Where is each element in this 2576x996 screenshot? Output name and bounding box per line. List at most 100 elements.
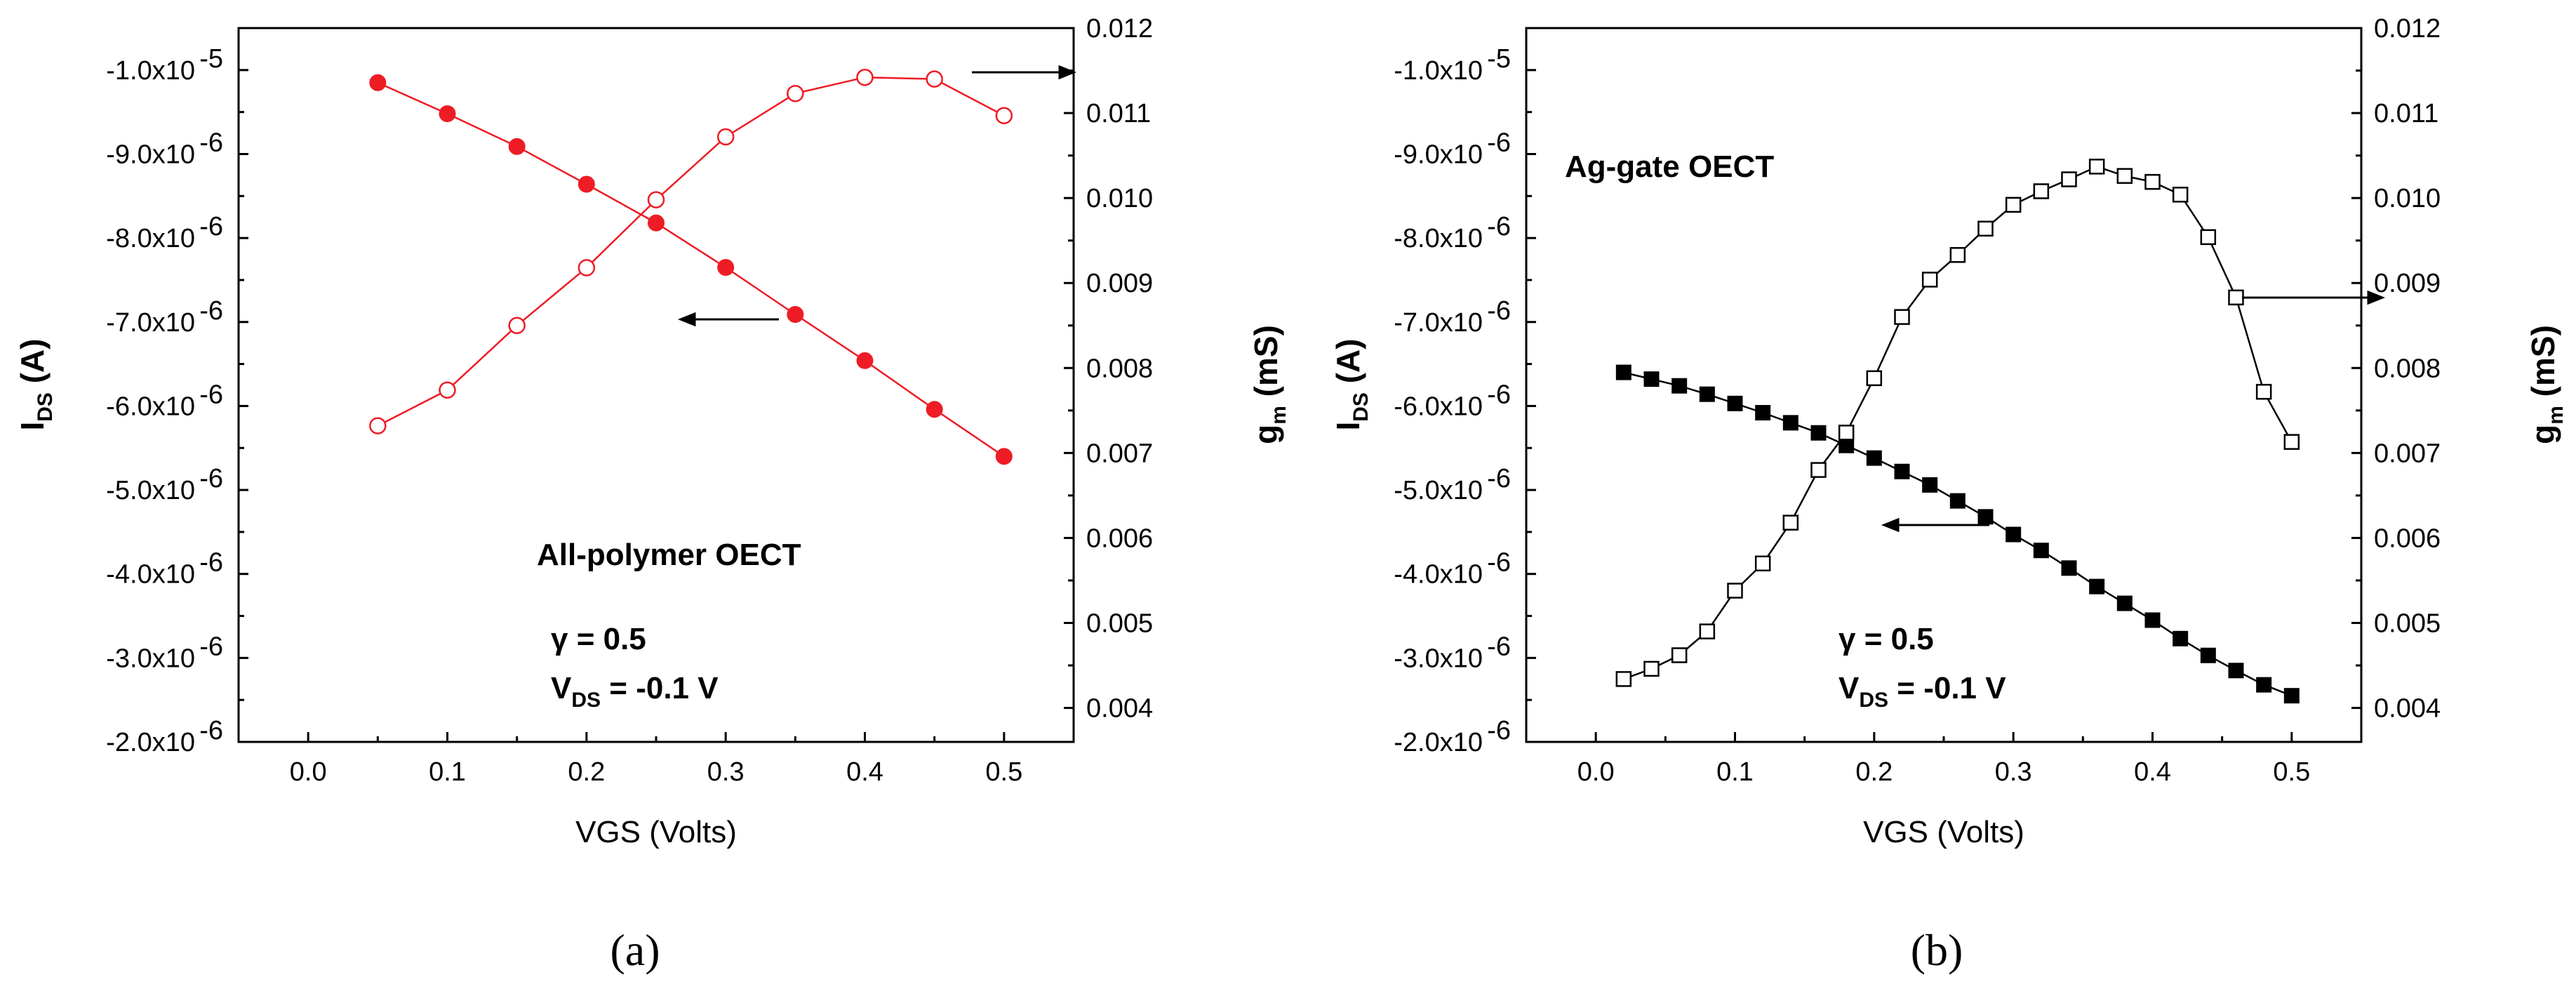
- series-line-ids: [377, 81, 1005, 458]
- y-right-tick-label: 0.009: [2374, 269, 2441, 298]
- y-left-tick-exponent: -5: [1487, 44, 1511, 74]
- y-right-tick-label: 0.010: [1086, 184, 1153, 213]
- x-axis-title-a: VGS (Volts): [575, 815, 737, 849]
- data-point-ids: [995, 448, 1013, 465]
- x-axis-title-b: VGS (Volts): [1863, 815, 2024, 849]
- y-left-tick-exponent: -6: [1487, 380, 1511, 409]
- y-left-tick-label: -4.0x10: [106, 560, 195, 590]
- y-left-tick-label: -6.0x10: [106, 392, 195, 421]
- y-left-tick-mantissa: -7.0x10: [1394, 308, 1483, 338]
- y-right-tick-label: 0.009: [1086, 269, 1153, 298]
- y-right-tick-label: 0.005: [2374, 609, 2441, 639]
- y-left-tick-label: -9.0x10: [106, 140, 195, 169]
- arrow-right-a: [972, 65, 1077, 80]
- y-left-tick-label: -4.0x10: [1394, 560, 1483, 590]
- data-point-ids: [1782, 415, 1798, 431]
- x-tick-label: 0.2: [568, 757, 605, 787]
- data-point-ids: [2256, 677, 2272, 693]
- y-right-tick-label: 0.004: [2374, 694, 2441, 724]
- data-point-gm: [1782, 514, 1799, 531]
- data-point-ids: [1727, 395, 1743, 411]
- data-point-ids: [787, 305, 804, 323]
- data-point-ids: [2116, 595, 2133, 611]
- y-right-tick-label: 0.006: [1086, 524, 1153, 553]
- y-left-tick-label: -3.0x10: [1394, 644, 1483, 673]
- y-left-tick-mantissa: -9.0x10: [1394, 140, 1483, 169]
- panel-label-a: (a): [610, 925, 660, 975]
- data-point-gm: [1810, 462, 1827, 478]
- data-point-gm: [1727, 583, 1743, 599]
- arrow-left-a: [677, 312, 779, 327]
- annotation-gamma-b: γ = 0.5: [1838, 622, 1934, 656]
- y-right-title-sub-b: m: [2544, 406, 2568, 425]
- data-point-gm: [2061, 171, 2077, 187]
- x-tick-label: 0.1: [1716, 757, 1754, 787]
- y-left-tick-label: -8.0x10: [1394, 224, 1483, 253]
- data-point-gm: [2088, 159, 2105, 175]
- data-point-ids: [1894, 463, 1910, 479]
- data-point-ids: [1922, 477, 1938, 493]
- y-left-tick-mantissa: -9.0x10: [106, 140, 195, 169]
- y-left-tick-label: -9.0x10: [1394, 140, 1483, 169]
- data-point-gm: [1866, 370, 1883, 387]
- y-left-tick-mantissa: -8.0x10: [1394, 224, 1483, 253]
- x-tick-label: 0.4: [846, 757, 883, 787]
- data-point-ids: [2006, 526, 2022, 543]
- y-left-tick-exponent: -6: [1487, 632, 1511, 661]
- x-tick-label: 0.0: [1577, 757, 1615, 787]
- y-right-title-unit-a: (mS): [1248, 325, 1284, 406]
- annotation-title-b: Ag-gate OECT: [1565, 150, 1774, 184]
- annotation-vds-value-a: = -0.1 V: [601, 671, 719, 705]
- x-tick-label: 0.4: [2134, 757, 2171, 787]
- y-left-tick-label: -8.0x10: [106, 224, 195, 253]
- y-right-tick-label: 0.006: [2374, 524, 2441, 553]
- chart-panel-a: 0.0 0.1 0.2 0.3 0.4 0.5 -2.0x10 -6-3.0x10 -6-4.…: [14, 14, 1290, 975]
- y-left-title-sub-a: DS: [34, 392, 57, 422]
- y-right-axis-title-a: gm (mS): [1248, 325, 1290, 444]
- data-point-gm: [2172, 187, 2189, 203]
- y-left-tick-label: -1.0x10: [106, 56, 195, 86]
- y-left-tick-exponent: -6: [199, 296, 223, 326]
- data-point-ids: [2283, 688, 2300, 704]
- arrow-right-b: [2242, 290, 2386, 305]
- x-tick-label: 0.5: [985, 757, 1022, 787]
- y-right-tick-label: 0.012: [1086, 14, 1153, 44]
- data-point-ids: [856, 352, 874, 369]
- series-group-a: [369, 68, 1013, 465]
- y-right-tick-label: 0.012: [2374, 14, 2441, 44]
- y-left-tick-exponent: -6: [199, 212, 223, 241]
- y-left-tick-label: -6.0x10: [1394, 392, 1483, 421]
- x-tick-label: 0.5: [2273, 757, 2310, 787]
- data-point-gm: [1977, 220, 1994, 237]
- y-right-title-main-b: g: [2525, 425, 2561, 444]
- data-point-ids: [1671, 378, 1688, 394]
- data-point-gm: [1699, 623, 1716, 639]
- y-left-tick-mantissa: -1.0x10: [1394, 56, 1483, 86]
- series-group-b: [1615, 159, 2300, 704]
- y-left-tick-exponent: -6: [199, 464, 223, 493]
- y-left-tick-exponent: -6: [1487, 464, 1511, 493]
- y-left-tick-mantissa: -7.0x10: [106, 308, 195, 338]
- y-left-tick-label: -2.0x10: [106, 728, 195, 757]
- y-left-title-main-a: I: [14, 422, 51, 431]
- data-point-ids: [2173, 630, 2189, 646]
- data-point-gm: [508, 317, 526, 334]
- y-left-tick-mantissa: -2.0x10: [106, 728, 195, 757]
- data-point-gm: [2283, 434, 2300, 450]
- y-left-tick-exponent: -6: [199, 548, 223, 578]
- y-left-tick-label: -2.0x10: [1394, 728, 1483, 757]
- data-point-ids: [1949, 493, 1966, 509]
- annotation-gamma-a: γ = 0.5: [551, 622, 646, 656]
- y-left-tick-label: -7.0x10: [1394, 308, 1483, 338]
- y-left-axis-title-b: IDS (A): [1330, 338, 1373, 430]
- data-point-ids: [2061, 560, 2077, 576]
- y-right-title-unit-b: (mS): [2525, 325, 2561, 406]
- data-point-ids: [1699, 386, 1715, 402]
- data-point-ids: [1866, 450, 1882, 466]
- x-tick-label: 0.2: [1855, 757, 1893, 787]
- data-point-ids: [439, 105, 456, 123]
- y-left-tick-exponent: -6: [1487, 128, 1511, 157]
- data-point-gm: [995, 107, 1013, 124]
- y-left-tick-label: -5.0x10: [106, 476, 195, 505]
